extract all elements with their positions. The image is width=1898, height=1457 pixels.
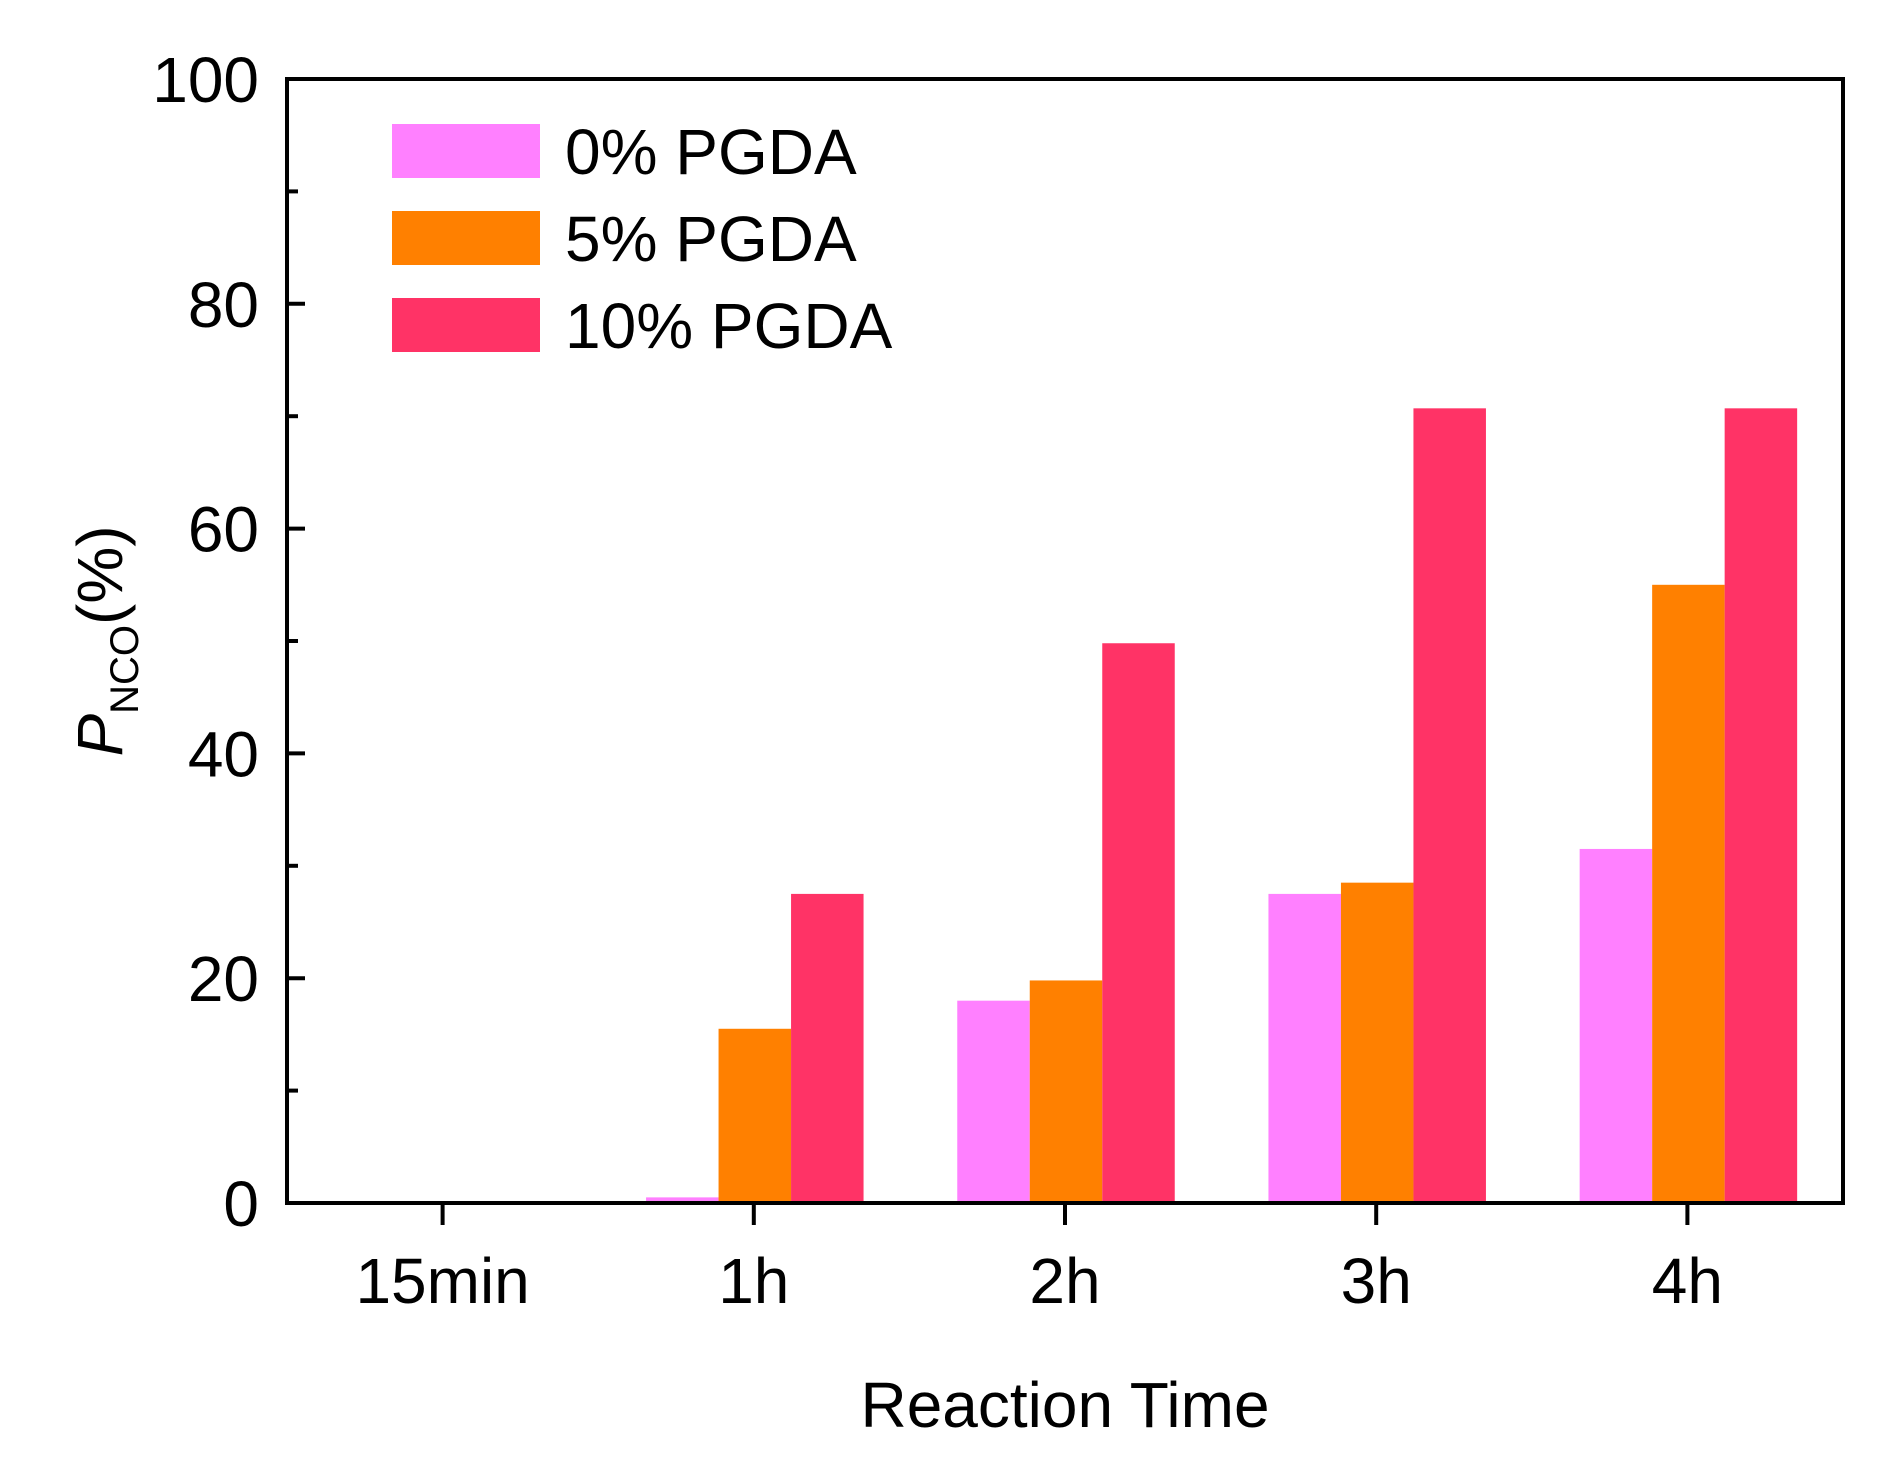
- y-tick-label: 40: [188, 718, 259, 790]
- legend-label: 10% PGDA: [565, 290, 893, 362]
- x-tick-label: 4h: [1652, 1245, 1723, 1317]
- x-tick-label: 15min: [355, 1245, 529, 1317]
- bar: [1579, 848, 1653, 1203]
- legend-swatch: [392, 211, 540, 265]
- y-axis-unit: (%): [64, 525, 136, 625]
- bar: [1652, 584, 1725, 1203]
- y-axis-symbol: P: [64, 714, 136, 757]
- y-axis-subscript: NCO: [103, 625, 147, 714]
- y-axis: 0 20 40 60 80 100: [152, 44, 305, 1240]
- legend: 0% PGDA 5% PGDA 10% PGDA: [392, 116, 893, 362]
- y-tick-label: 0: [223, 1168, 259, 1240]
- bar: [646, 1197, 719, 1203]
- y-tick-label: 80: [188, 269, 259, 341]
- x-axis: 15min 1h 2h 3h 4h: [355, 1203, 1723, 1317]
- bar: [718, 1028, 792, 1203]
- bar: [1413, 408, 1486, 1203]
- bars-group: [646, 408, 1798, 1203]
- bar: [791, 893, 864, 1203]
- x-tick-label: 2h: [1029, 1245, 1100, 1317]
- legend-label: 5% PGDA: [565, 203, 857, 275]
- y-tick-label: 20: [188, 943, 259, 1015]
- bar: [1029, 980, 1103, 1203]
- legend-swatch: [392, 298, 540, 352]
- y-axis-title: PNCO(%): [64, 525, 147, 756]
- x-tick-label: 3h: [1341, 1245, 1412, 1317]
- legend-label: 0% PGDA: [565, 116, 857, 188]
- y-tick-label: 100: [152, 44, 259, 116]
- y-tick-label: 60: [188, 494, 259, 566]
- bar: [1724, 408, 1798, 1203]
- x-tick-label: 1h: [718, 1245, 789, 1317]
- legend-swatch: [392, 124, 540, 178]
- bar: [957, 1000, 1030, 1203]
- bar: [1102, 643, 1175, 1203]
- x-axis-title: Reaction Time: [860, 1369, 1269, 1441]
- bar: [1340, 882, 1414, 1203]
- bar: [1268, 893, 1341, 1203]
